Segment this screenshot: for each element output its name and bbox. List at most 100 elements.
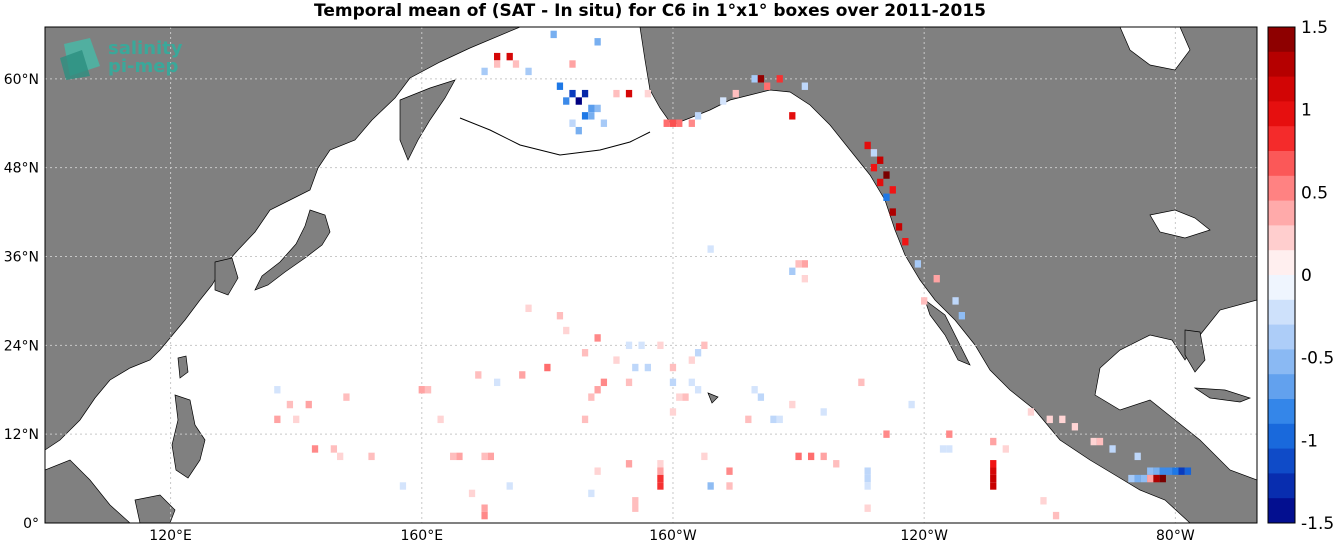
heatmap-cell <box>990 482 997 490</box>
heatmap-cell <box>858 378 865 387</box>
heatmap-cell <box>1184 467 1192 475</box>
heatmap-cell <box>669 363 677 372</box>
map-frame <box>44 26 1258 524</box>
colorbar-segment <box>1268 76 1295 102</box>
heatmap-cell <box>1165 467 1173 475</box>
heatmap-cell <box>720 97 727 105</box>
heatmap-cell <box>789 267 796 275</box>
heatmap-cell <box>594 104 601 113</box>
colorbar-segment <box>1268 27 1295 53</box>
heatmap-cell <box>644 363 651 372</box>
heatmap-cell <box>1046 415 1053 424</box>
heatmap-cell <box>1140 474 1148 483</box>
heatmap-cell <box>764 82 771 90</box>
heatmap-cell <box>669 119 677 127</box>
heatmap-cell <box>418 386 425 394</box>
heatmap-cell <box>877 156 884 164</box>
heatmap-cell <box>1134 452 1141 461</box>
lat-tick-label: 12°N <box>4 427 39 443</box>
heatmap-cell <box>770 415 777 424</box>
aleutian-coast <box>459 117 651 156</box>
heatmap-cell <box>883 430 890 438</box>
heatmap-cell <box>701 452 708 461</box>
land-philippines <box>171 394 206 479</box>
colorbar-segment <box>1268 299 1295 326</box>
heatmap-cell <box>939 445 947 453</box>
heatmap-cell <box>494 378 501 387</box>
heatmap-cell <box>556 312 564 320</box>
colorbar-segment <box>1268 250 1295 276</box>
heatmap-cell <box>864 141 871 150</box>
heatmap-cell <box>657 460 664 468</box>
heatmap-cell <box>368 452 375 461</box>
heatmap-cell <box>494 60 501 68</box>
land-florida <box>1184 329 1206 373</box>
heatmap-cell <box>274 415 281 424</box>
heatmap-cell <box>525 67 532 76</box>
colorbar-segment <box>1268 423 1295 450</box>
heatmap-cell <box>563 97 570 105</box>
heatmap-cell <box>581 415 589 424</box>
colorbar-tick-label: 1.5 <box>1301 18 1328 38</box>
heatmap-cell <box>638 341 645 350</box>
logo-line1: salinity <box>108 38 183 59</box>
lat-tick-label: 48°N <box>4 161 39 177</box>
heatmap-cell <box>946 430 953 438</box>
heatmap-cell <box>657 341 664 350</box>
heatmap-cell <box>594 467 601 475</box>
heatmap-cell <box>801 82 808 90</box>
heatmap-cell <box>1178 467 1185 475</box>
heatmap-cell <box>481 504 488 512</box>
heatmap-cell <box>1147 467 1154 475</box>
heatmap-cell <box>1109 445 1116 453</box>
colorbar-segment <box>1268 175 1295 202</box>
heatmap-cell <box>581 349 589 357</box>
land-seasia <box>45 459 131 523</box>
heatmap-cell <box>286 400 294 409</box>
heatmap-cell <box>807 452 815 461</box>
heatmap-cell <box>958 312 965 320</box>
heatmap-cell <box>707 245 714 253</box>
land-kamchatka <box>399 79 456 161</box>
heatmap-cell <box>789 400 796 409</box>
heatmap-cell <box>902 237 909 246</box>
heatmap-cell <box>889 186 896 194</box>
heatmap-cell <box>688 378 695 387</box>
heatmap-cell <box>1027 408 1035 416</box>
heatmap-cell <box>450 452 457 461</box>
land-japan <box>254 209 331 291</box>
heatmap-cell <box>801 260 808 268</box>
heatmap-cell <box>669 378 677 387</box>
land-borneo <box>134 494 176 523</box>
heatmap-cell <box>801 275 808 283</box>
heatmap-cell <box>1052 511 1060 520</box>
colorbar-segment <box>1268 151 1295 177</box>
heatmap-cell <box>594 386 601 394</box>
land-asia <box>45 27 521 451</box>
heatmap-cell <box>525 304 532 313</box>
heatmap-cell <box>1128 474 1135 483</box>
heatmap-cell <box>588 393 595 401</box>
heatmap-cell <box>644 89 651 98</box>
heatmap-cell <box>399 482 407 490</box>
salinity-pi-mep-logo: salinity pi-mep <box>60 36 200 82</box>
heatmap-cell <box>990 474 997 483</box>
heatmap-cell <box>613 89 620 98</box>
colorbar-segment <box>1268 324 1295 350</box>
heatmap-cell <box>789 112 796 120</box>
heatmap-cell <box>481 452 488 461</box>
heatmap-cell <box>657 467 664 475</box>
heatmap-cell <box>776 415 783 424</box>
land-hawaii <box>707 392 719 404</box>
heatmap-cell <box>990 437 997 446</box>
heatmap-cell <box>506 52 513 61</box>
heatmap-cell <box>795 260 802 268</box>
heatmap-cell <box>745 415 752 424</box>
heatmap-cell <box>632 497 639 505</box>
heatmap-cell <box>581 89 589 98</box>
heatmap-cell <box>625 460 633 468</box>
colorbar-tick-label: -0.5 <box>1301 349 1334 369</box>
lon-tick-label: 120°E <box>149 528 192 544</box>
colorbar-segment <box>1268 126 1295 152</box>
